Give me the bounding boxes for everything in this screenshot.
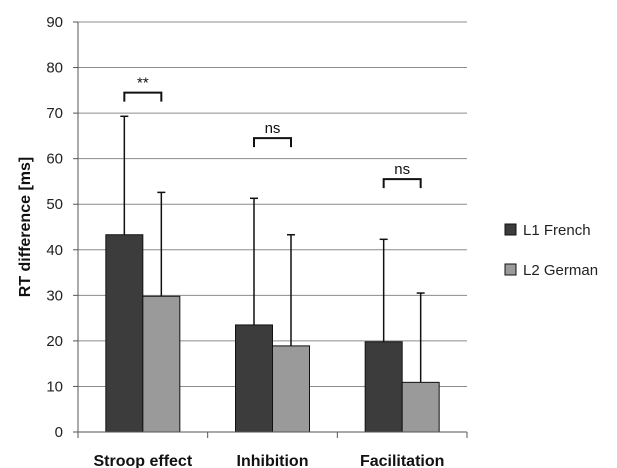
significance-annotations: ** ns ns: [123, 75, 422, 189]
axes: [77, 22, 468, 438]
y-axis-label: RT difference [ms]: [17, 157, 34, 297]
y-tick-label: 50: [46, 196, 63, 213]
y-tick-label: 70: [46, 105, 63, 122]
significance-label: **: [137, 75, 149, 92]
y-tick-label: 30: [46, 287, 63, 304]
significance-label: ns: [265, 120, 281, 137]
y-tick-label: 0: [55, 424, 63, 441]
significance-bracket: [253, 137, 292, 148]
y-tick-label: 10: [46, 378, 63, 395]
bar: [401, 381, 440, 433]
bar: [142, 295, 181, 433]
bar: [364, 341, 403, 433]
bar: [105, 234, 144, 433]
category-labels: Stroop effect Inhibition Facilitation: [93, 453, 444, 468]
y-tick-label: 90: [46, 14, 63, 31]
y-tick-label: 40: [46, 242, 63, 259]
significance-bracket: [123, 91, 163, 102]
legend-swatch: [504, 263, 517, 276]
category-label: Stroop effect: [93, 453, 192, 468]
legend: L1 French L2 German: [504, 222, 598, 279]
category-label: Facilitation: [360, 453, 444, 468]
y-tick-label: 20: [46, 333, 63, 350]
legend-label: L2 German: [523, 262, 598, 279]
bar: [235, 324, 273, 433]
bars: [105, 234, 440, 433]
y-tick-label: 80: [46, 60, 63, 77]
legend-label: L1 French: [523, 222, 591, 239]
y-tick-labels: 0 10 20 30 40 50 60 70 80 90: [46, 14, 78, 441]
legend-swatch: [504, 223, 517, 236]
category-label: Inhibition: [237, 453, 309, 468]
significance-bracket: [382, 178, 422, 189]
bar: [272, 345, 310, 433]
error-bars: [120, 115, 425, 383]
significance-label: ns: [394, 161, 410, 178]
y-tick-label: 60: [46, 151, 63, 168]
